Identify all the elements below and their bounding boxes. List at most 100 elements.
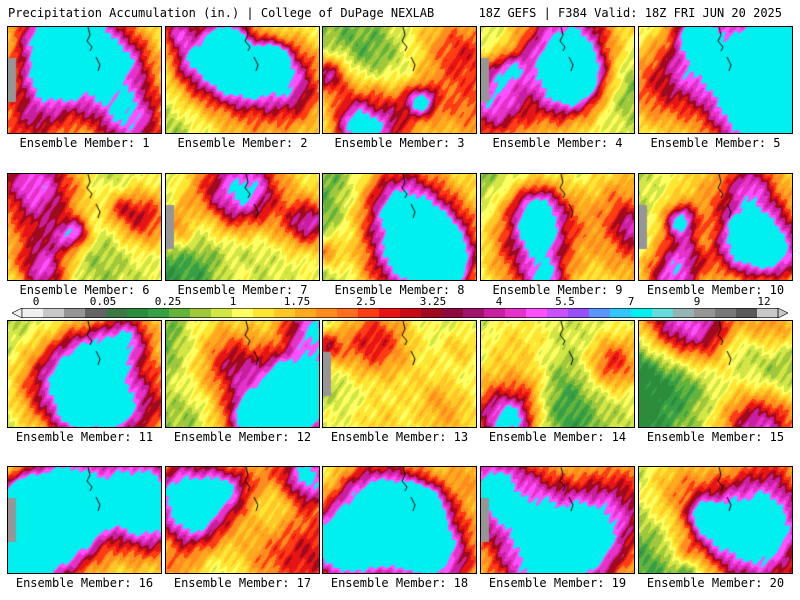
colorbar-min-arrow	[12, 308, 23, 318]
member-label: Ensemble Member: 16	[15, 576, 154, 590]
colorbar-segment	[253, 308, 275, 318]
colorbar-segment	[22, 308, 44, 318]
member-label: Ensemble Member: 7	[177, 283, 308, 297]
product-title: Precipitation Accumulation (in.) | Colle…	[8, 6, 435, 20]
colorbar-segment	[526, 308, 548, 318]
precip-field	[639, 321, 792, 427]
colorbar-segment	[421, 308, 443, 318]
colorbar-tick-label: 0.05	[89, 295, 117, 308]
member-14-map	[480, 320, 635, 428]
member-11-map	[7, 320, 162, 428]
precip-field	[481, 27, 634, 133]
colorbar-segment	[316, 308, 338, 318]
colorbar-segment	[337, 308, 359, 318]
colorbar-scale	[12, 308, 788, 318]
member-label: Ensemble Member: 17	[173, 576, 312, 590]
header: Precipitation Accumulation (in.) | Colle…	[0, 0, 800, 26]
colorbar-tick-label: 7	[627, 295, 635, 308]
precip-field	[323, 27, 476, 133]
member-17-map	[165, 466, 320, 574]
precip-field	[639, 174, 792, 280]
member-label: Ensemble Member: 6	[19, 283, 150, 297]
precip-field	[8, 467, 161, 573]
member-label: Ensemble Member: 11	[15, 430, 154, 444]
member-label: Ensemble Member: 14	[488, 430, 627, 444]
colorbar-segment	[232, 308, 254, 318]
member-label: Ensemble Member: 1	[19, 136, 150, 150]
colorbar-segment	[106, 308, 128, 318]
precip-field	[166, 27, 319, 133]
member-3-map	[322, 26, 477, 134]
colorbar-tick-label: 2.5	[356, 295, 376, 308]
colorbar-segment	[190, 308, 212, 318]
member-label: Ensemble Member: 15	[646, 430, 785, 444]
member-7-map	[165, 173, 320, 281]
colorbar-segment	[400, 308, 422, 318]
colorbar-tick-label: 3.25	[419, 295, 447, 308]
member-19-map	[480, 466, 635, 574]
colorbar-tick-label: 9	[693, 295, 701, 308]
run-valid-time: 18Z GEFS | F384 Valid: 18Z FRI JUN 20 20…	[478, 6, 782, 20]
precip-field	[166, 174, 319, 280]
precip-field	[323, 467, 476, 573]
colorbar-tick-label: 1.75	[283, 295, 311, 308]
colorbar-max-arrow	[777, 308, 788, 318]
colorbar-segment	[652, 308, 674, 318]
colorbar-segment	[610, 308, 632, 318]
member-label: Ensemble Member: 3	[334, 136, 465, 150]
precip-field	[639, 27, 792, 133]
precip-field	[481, 174, 634, 280]
precip-field	[166, 467, 319, 573]
colorbar-segment	[274, 308, 296, 318]
member-label: Ensemble Member: 8	[334, 283, 465, 297]
colorbar-segment	[379, 308, 401, 318]
precip-field	[8, 321, 161, 427]
member-label: Ensemble Member: 10	[646, 283, 785, 297]
colorbar-segment	[547, 308, 569, 318]
member-10-map	[638, 173, 793, 281]
colorbar-tick-label: 5.5	[555, 295, 575, 308]
colorbar-segment	[85, 308, 107, 318]
member-4-map	[480, 26, 635, 134]
precip-field	[639, 467, 792, 573]
member-label: Ensemble Member: 13	[330, 430, 469, 444]
member-16-map	[7, 466, 162, 574]
member-6-map	[7, 173, 162, 281]
colorbar-segment	[631, 308, 653, 318]
member-2-map	[165, 26, 320, 134]
member-18-map	[322, 466, 477, 574]
member-13-map	[322, 320, 477, 428]
colorbar-tick-label: 12	[757, 295, 771, 308]
colorbar-segment	[505, 308, 527, 318]
member-label: Ensemble Member: 19	[488, 576, 627, 590]
member-1-map	[7, 26, 162, 134]
colorbar-segment	[64, 308, 86, 318]
precip-field	[481, 467, 634, 573]
member-20-map	[638, 466, 793, 574]
colorbar-tick-label: 1	[229, 295, 237, 308]
colorbar-segment	[43, 308, 65, 318]
member-label: Ensemble Member: 20	[646, 576, 785, 590]
colorbar-segment	[127, 308, 149, 318]
colorbar-segment	[211, 308, 233, 318]
colorbar-segment	[673, 308, 695, 318]
colorbar-segment	[484, 308, 506, 318]
precip-field	[166, 321, 319, 427]
member-label: Ensemble Member: 12	[173, 430, 312, 444]
colorbar-segment	[169, 308, 191, 318]
member-label: Ensemble Member: 5	[650, 136, 781, 150]
precip-field	[8, 174, 161, 280]
member-label: Ensemble Member: 18	[330, 576, 469, 590]
colorbar-segment	[295, 308, 317, 318]
colorbar-tick-label: 0.25	[154, 295, 182, 308]
member-label: Ensemble Member: 2	[177, 136, 308, 150]
colorbar-segment	[463, 308, 485, 318]
colorbar-segment	[442, 308, 464, 318]
precip-field	[323, 174, 476, 280]
member-label: Ensemble Member: 4	[492, 136, 623, 150]
precip-field	[481, 321, 634, 427]
colorbar-segment	[694, 308, 716, 318]
colorbar-segment	[736, 308, 758, 318]
colorbar-segment	[589, 308, 611, 318]
colorbar-segment	[568, 308, 590, 318]
